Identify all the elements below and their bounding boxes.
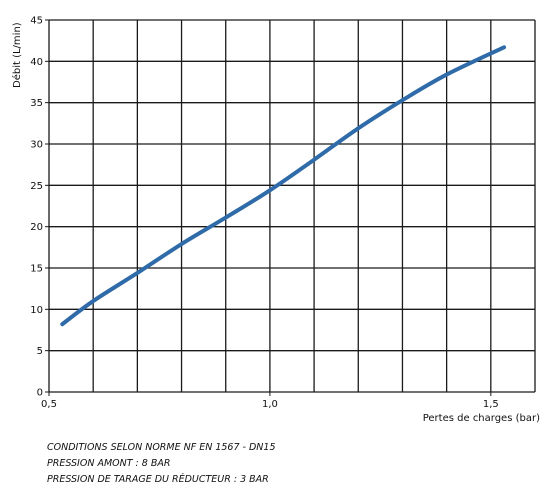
x-tick-label: 0,5 [41,399,57,410]
note-norm: CONDITIONS SELON NORME NF EN 1567 - DN15 [47,442,276,453]
y-tick-label: 35 [30,98,43,109]
chart-grid [48,19,536,393]
chart-series [60,45,507,327]
chart-tick-labels: 0 5 10 15 20 25 30 35 40 45 0,5 1,0 1,5 [30,16,499,411]
y-tick-label: 5 [37,346,43,357]
y-axis-label: Débit (L/min) [11,22,23,88]
x-tick-label: 1,0 [262,399,278,410]
y-tick-label: 20 [30,222,43,233]
y-tick-label: 30 [30,140,43,151]
y-tick-label: 0 [37,388,43,399]
series-line [60,45,507,327]
test-conditions: CONDITIONS SELON NORME NF EN 1567 - DN15… [47,440,276,488]
y-tick-label: 25 [30,181,43,192]
y-tick-label: 15 [30,264,43,275]
x-tick-label: 1,5 [483,399,499,410]
x-axis-label: Pertes de charges (bar) [423,413,540,424]
note-reducer-setting: PRESSION DE TARAGE DU RÉDUCTEUR : 3 BAR [47,474,269,485]
flow-chart: 0 5 10 15 20 25 30 35 40 45 0,5 1,0 1,5 Débit (L/min… [11,16,540,425]
y-tick-label: 40 [30,57,43,68]
note-upstream-pressure: PRESSION AMONT : 8 BAR [47,458,171,469]
y-tick-label: 45 [30,16,43,27]
y-tick-label: 10 [30,305,43,316]
